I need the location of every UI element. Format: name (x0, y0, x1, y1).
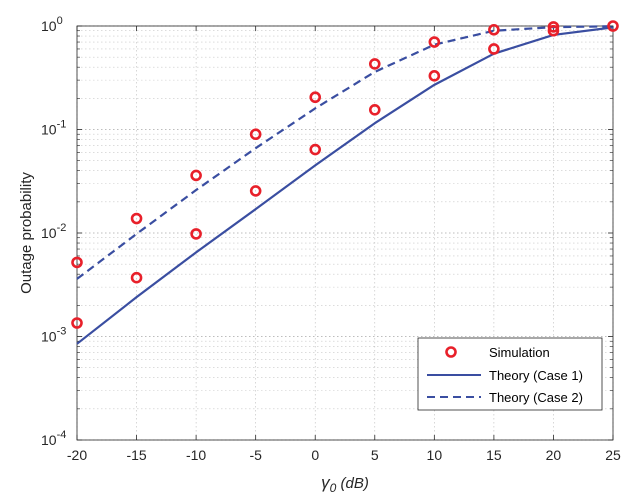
y-tick-label-base: 10 (41, 225, 57, 241)
simulation-point (71, 317, 83, 329)
y-tick-label-exponent: -4 (57, 429, 67, 441)
y-tick-label: 10-2 (41, 222, 66, 241)
minor-grid (77, 30, 613, 410)
x-tick-label: 5 (371, 447, 379, 463)
simulation-point (309, 143, 322, 156)
y-tick-label-base: 10 (41, 329, 57, 345)
simulation-markers (71, 20, 619, 329)
simulation-point (368, 58, 381, 70)
simulation-point (130, 212, 143, 225)
simulation-point (309, 91, 322, 104)
simulation-point (368, 104, 381, 116)
y-tick-label-exponent: -1 (57, 119, 67, 131)
x-tick-label: -5 (249, 447, 262, 463)
x-tick-label: 0 (311, 447, 319, 463)
simulation-point (547, 21, 560, 33)
series-lines (76, 25, 614, 345)
x-tick-labels: -20 -15 -10 -5 0 5 10 15 20 25 (67, 447, 621, 463)
simulation-point (488, 23, 500, 36)
legend-label-simulation: Simulation (489, 345, 550, 360)
series-line-case2 (76, 25, 614, 280)
x-axis-label: γ0 (dB) (321, 473, 369, 495)
simulation-point (249, 185, 262, 197)
y-axis-label: Outage probability (18, 172, 35, 294)
legend-label-case1: Theory (Case 1) (489, 368, 583, 383)
x-tick-label: 25 (605, 447, 621, 463)
x-tick-label: -15 (126, 447, 146, 463)
y-tick-label: 10-1 (41, 119, 66, 138)
legend-marker-simulation (445, 346, 457, 358)
y-tick-label: 10-4 (41, 429, 66, 448)
x-axis-label-subscript: 0 (330, 481, 337, 495)
simulation-point (488, 43, 500, 55)
simulation-point (190, 228, 202, 240)
legend: Simulation Theory (Case 1) Theory (Case … (417, 337, 603, 411)
y-tick-label-base: 10 (41, 18, 57, 34)
simulation-point (71, 256, 83, 269)
simulation-point (190, 169, 202, 182)
series-line-case1 (76, 26, 614, 345)
y-tick-label: 10-3 (41, 326, 66, 345)
simulation-point (428, 36, 441, 48)
y-tick-label: 100 (41, 15, 63, 34)
y-tick-label-exponent: 0 (57, 15, 63, 27)
legend-label-case2: Theory (Case 2) (489, 390, 583, 405)
y-tick-label-base: 10 (41, 122, 57, 138)
x-tick-label: 10 (427, 447, 443, 463)
x-tick-label: -10 (186, 447, 206, 463)
simulation-point (428, 70, 441, 82)
y-tick-label-base: 10 (41, 432, 57, 448)
x-tick-label: 15 (486, 447, 502, 463)
simulation-point (607, 20, 619, 32)
y-tick-label-exponent: -2 (57, 222, 67, 234)
x-tick-label: 20 (546, 447, 562, 463)
x-axis-label-symbol: γ (321, 473, 331, 492)
x-axis-label-unit: (dB) (336, 475, 369, 492)
y-tick-label-exponent: -3 (57, 326, 67, 338)
simulation-point (547, 24, 560, 37)
simulation-point (249, 128, 262, 141)
simulation-point (130, 271, 143, 284)
x-tick-label: -20 (67, 447, 87, 463)
